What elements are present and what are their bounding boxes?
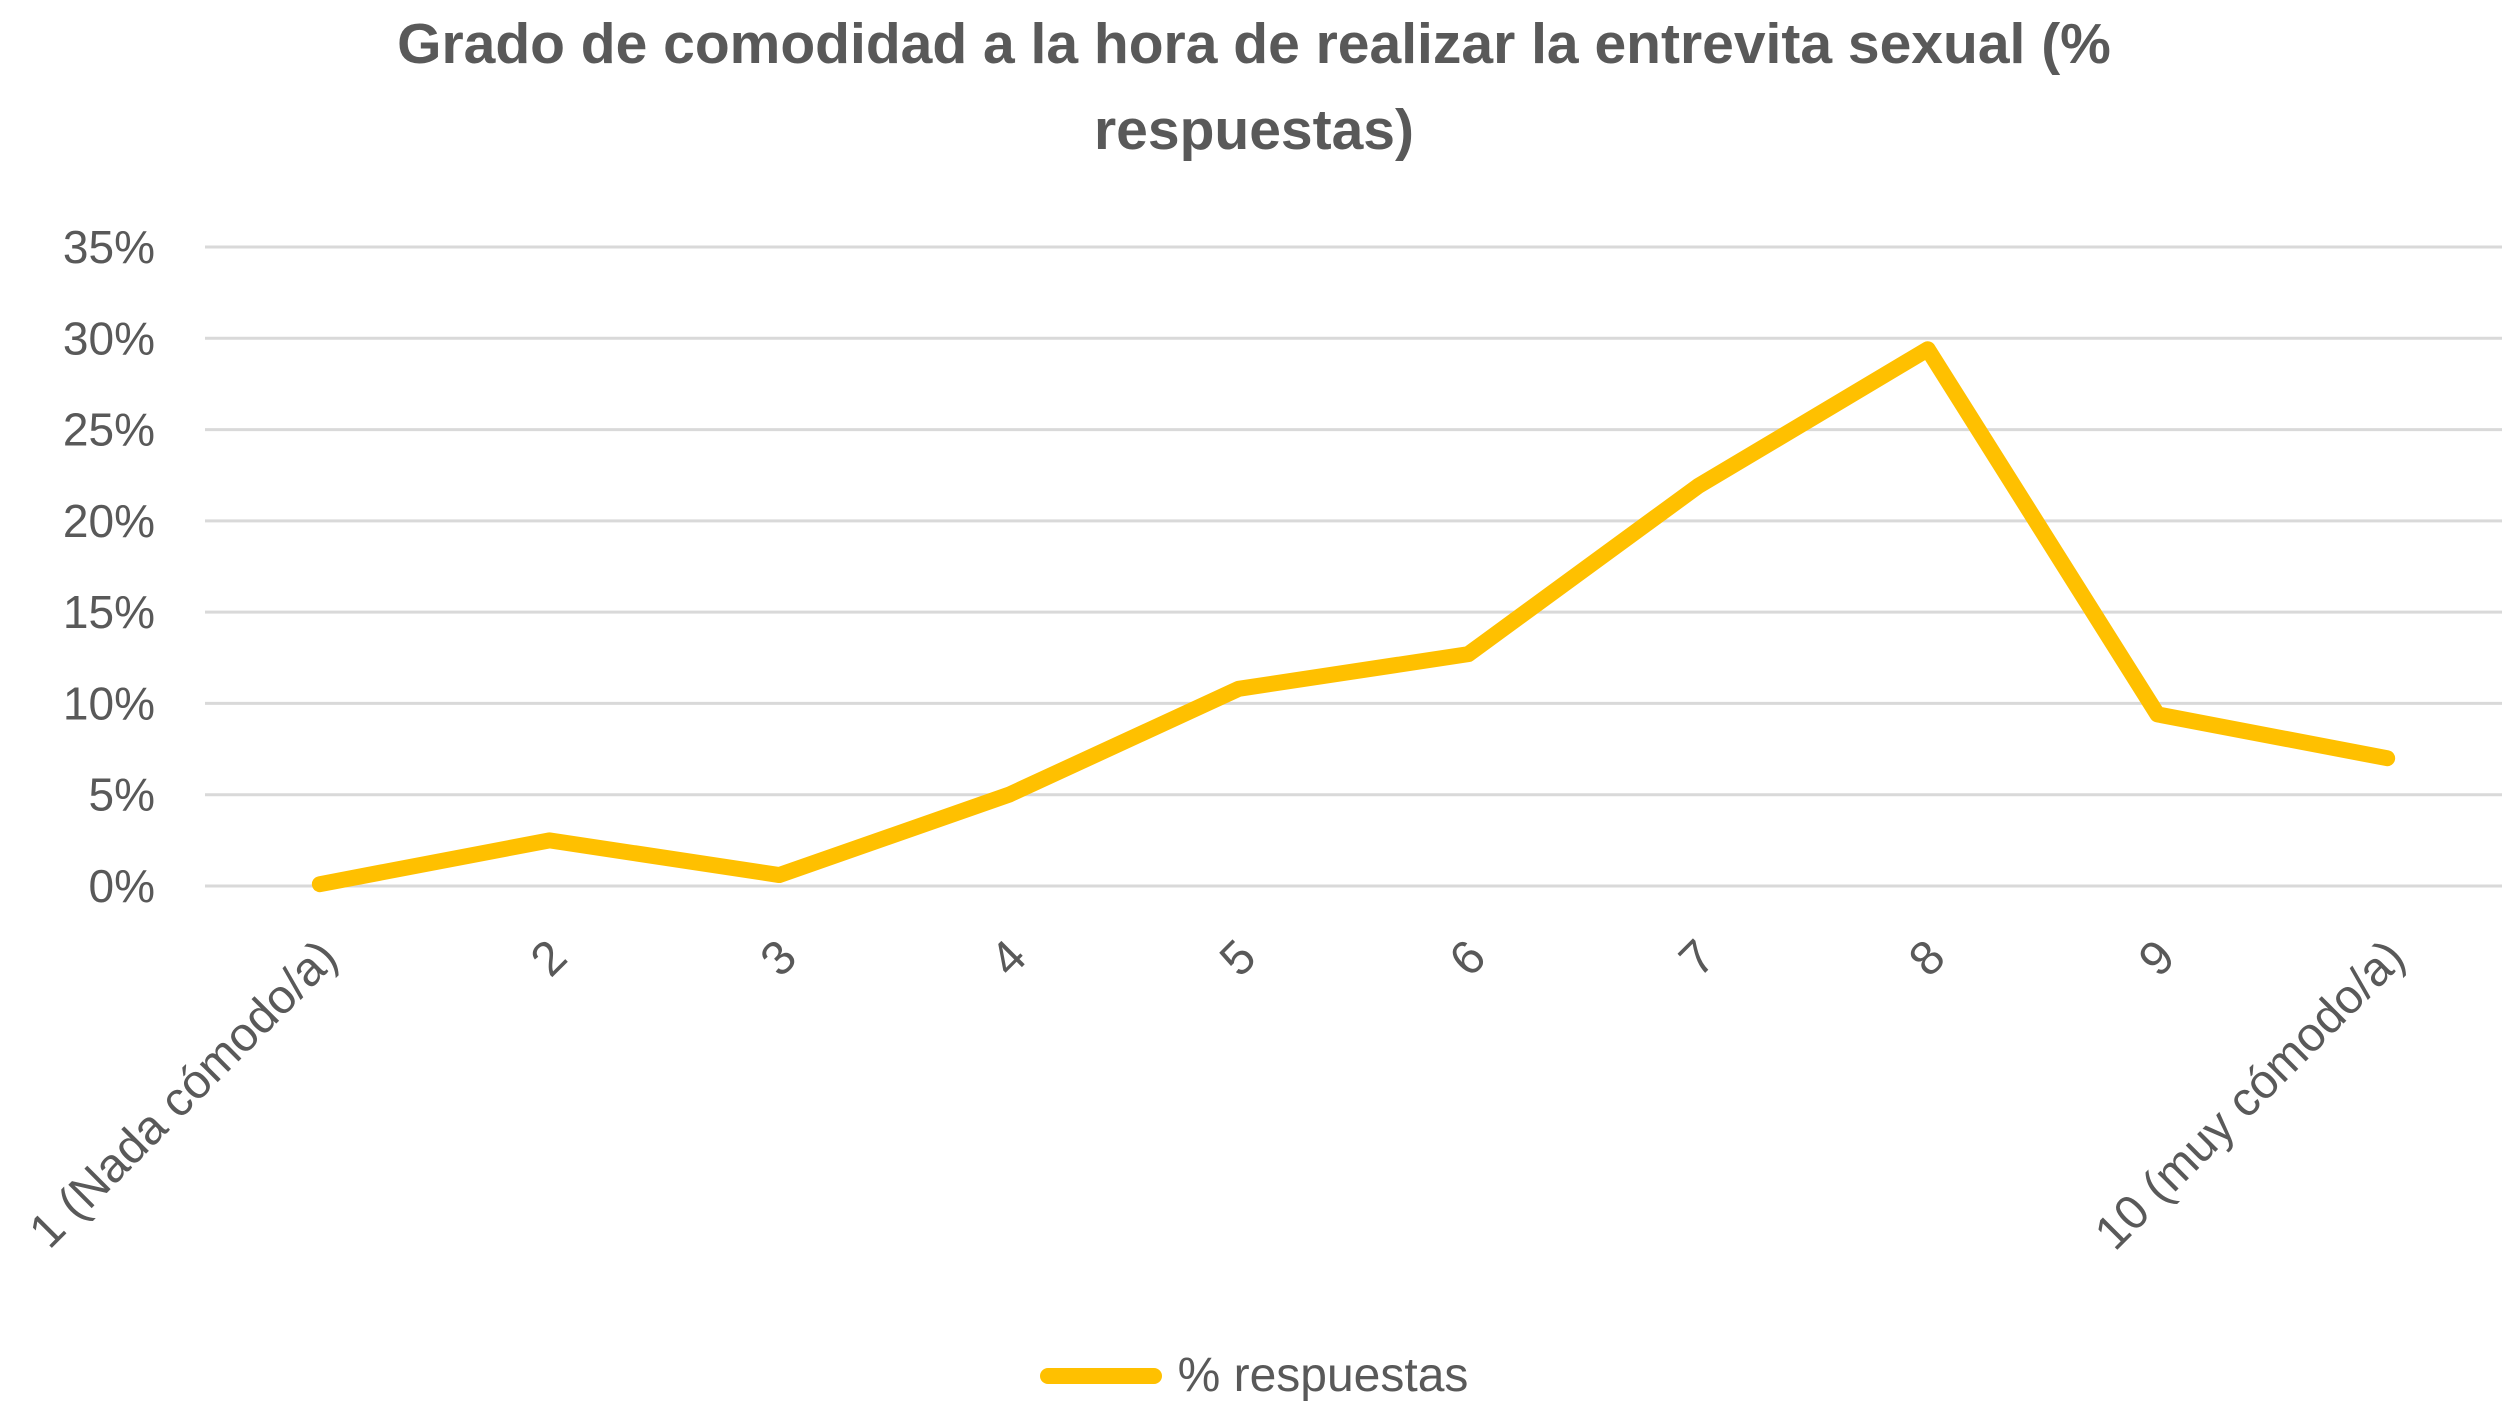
legend-series-label: % respuestas xyxy=(1177,1349,1469,1402)
x-tick-label: 8 xyxy=(1899,930,1955,986)
x-tick-label: 10 (muy cómodo/a) xyxy=(2085,930,2415,1260)
y-tick-label: 5% xyxy=(89,769,155,821)
x-tick-label: 3 xyxy=(751,930,807,986)
x-tick-label: 2 xyxy=(521,930,577,986)
y-tick-label: 20% xyxy=(63,495,155,547)
legend-line-swatch xyxy=(1039,1367,1162,1384)
series-line-%-respuestas xyxy=(311,341,2396,893)
y-tick-label: 10% xyxy=(63,677,155,729)
x-tick-label: 7 xyxy=(1669,930,1725,986)
x-tick-label: 9 xyxy=(2129,930,2185,986)
x-tick-label: 1 (Nada cómodo/a) xyxy=(20,930,348,1258)
y-tick-label: 15% xyxy=(63,586,155,638)
x-tick-label: 5 xyxy=(1210,930,1266,986)
legend: % respuestas xyxy=(0,1348,2508,1403)
chart-title: Grado de comodidad a la hora de realizar… xyxy=(397,12,2111,162)
x-tick-label: 6 xyxy=(1440,930,1496,986)
y-tick-label: 25% xyxy=(63,404,155,456)
y-tick-label: 35% xyxy=(63,221,155,273)
y-tick-label: 30% xyxy=(63,312,155,364)
x-tick-label: 4 xyxy=(980,930,1036,986)
y-tick-label: 0% xyxy=(89,860,155,912)
